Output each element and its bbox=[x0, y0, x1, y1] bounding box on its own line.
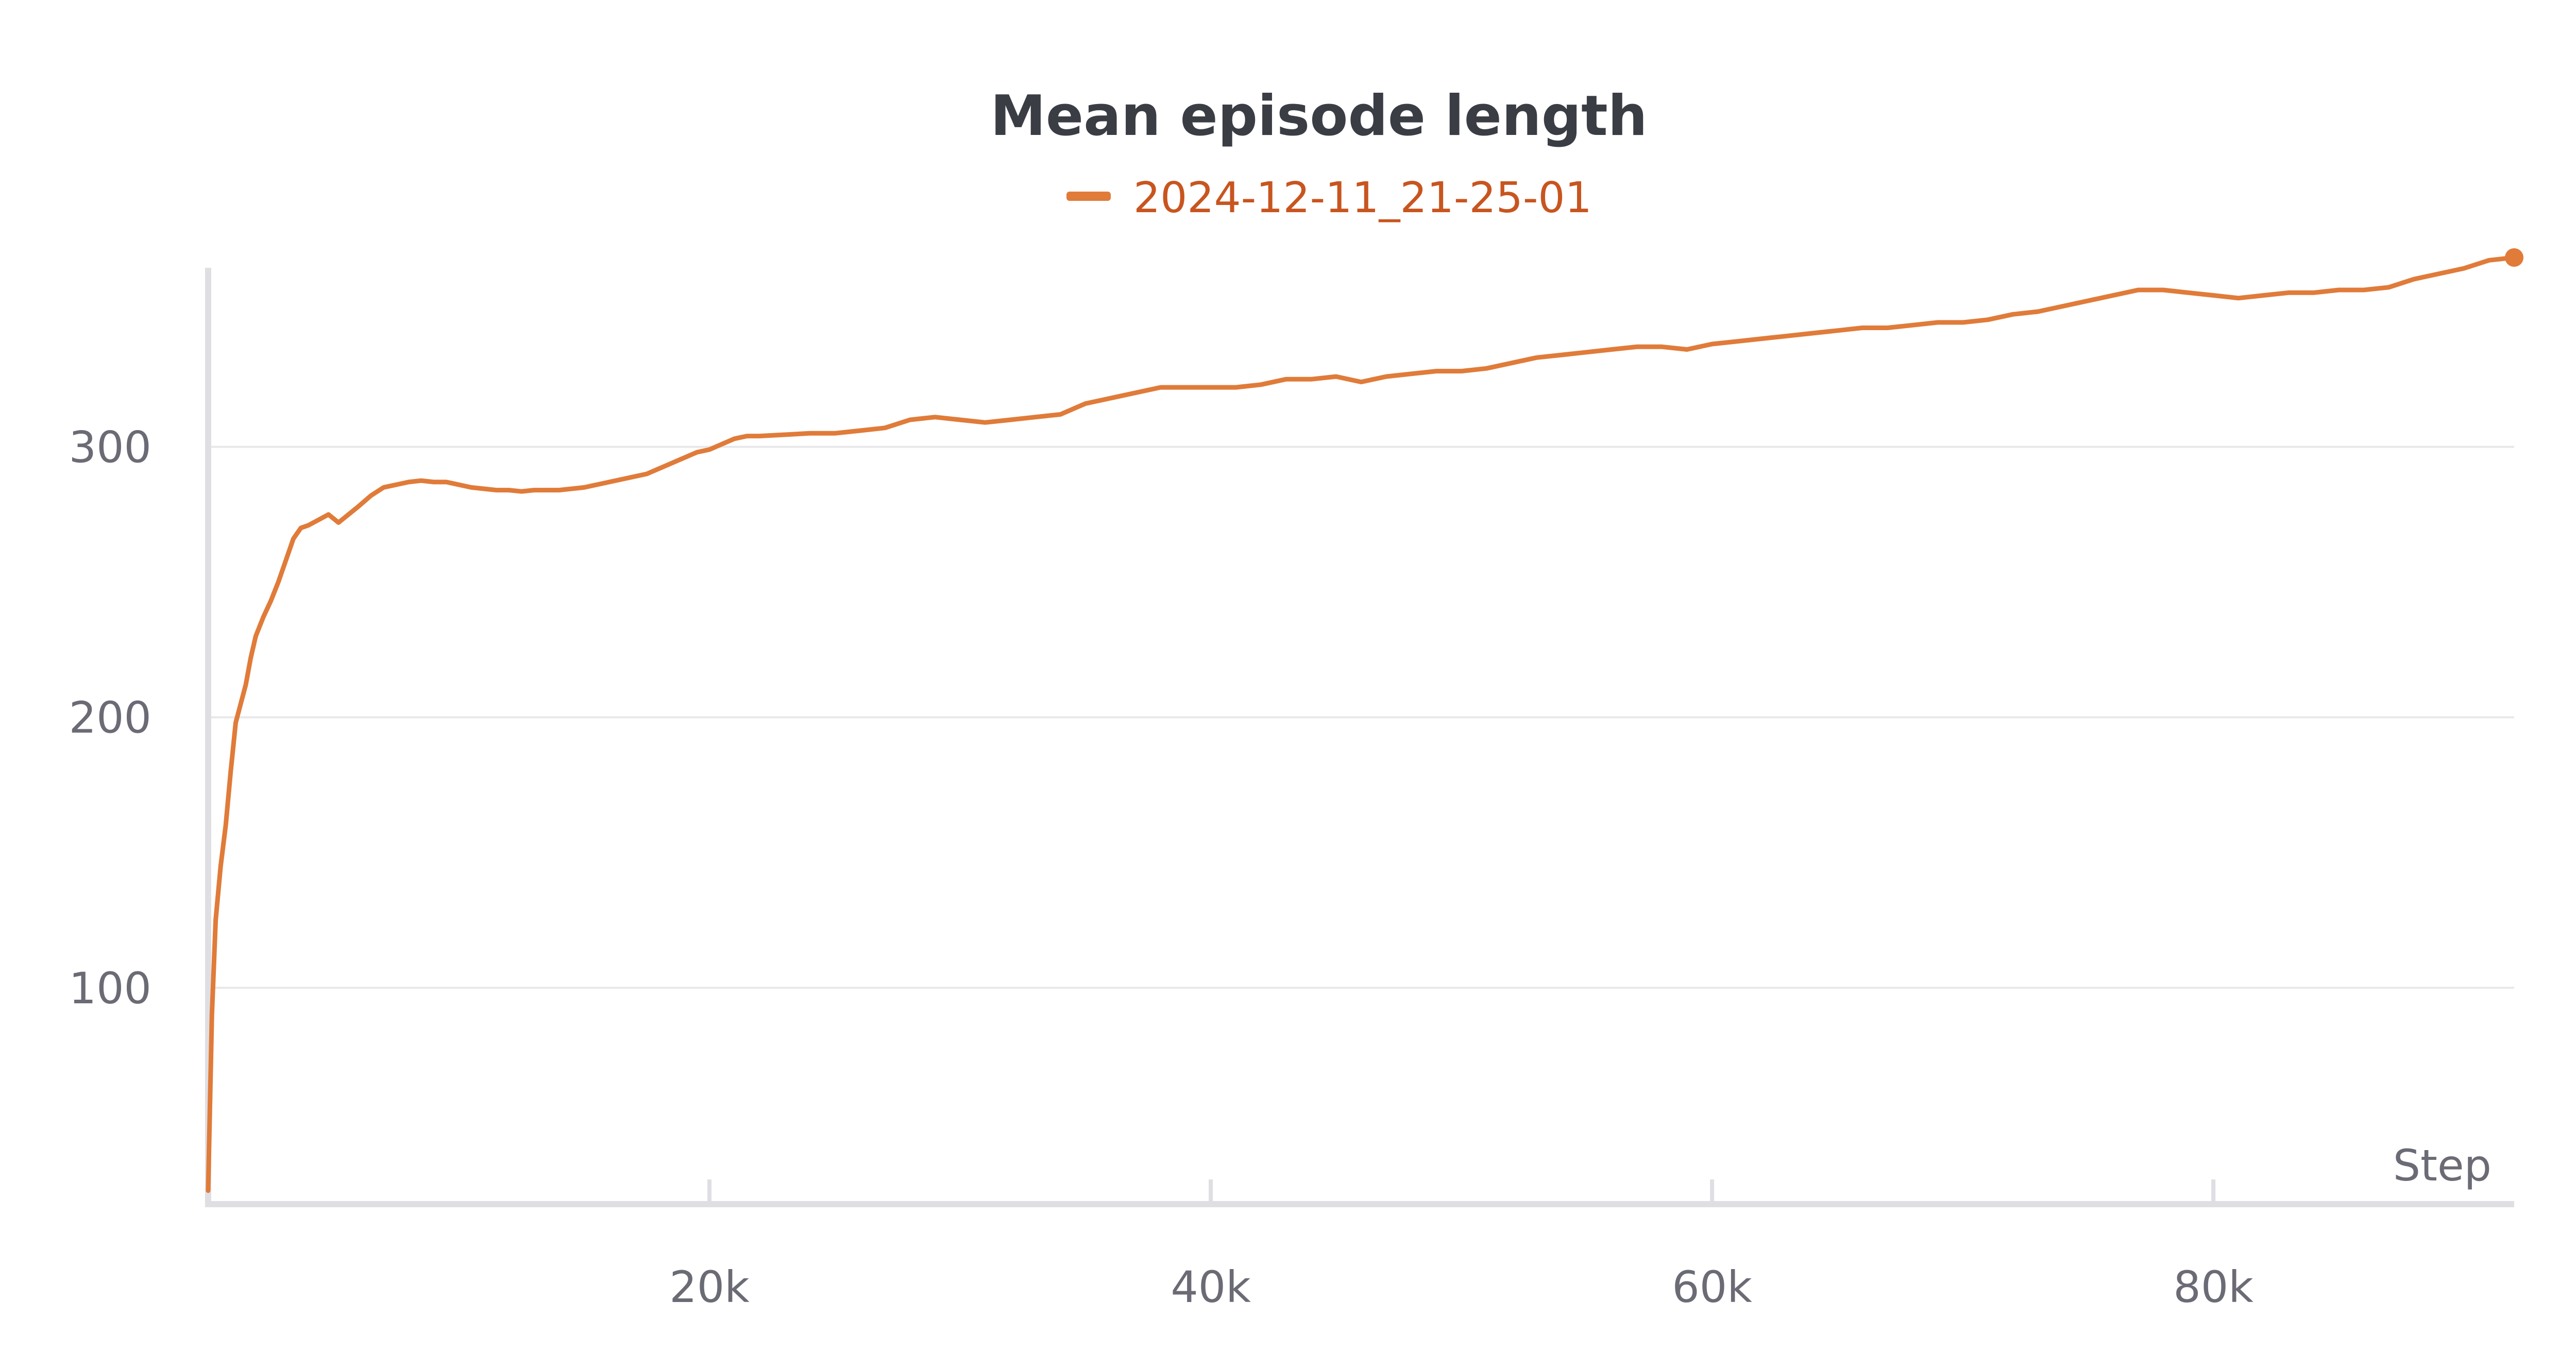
series-end-point-1[interactable] bbox=[2505, 248, 2523, 267]
x-tick-label: 80k bbox=[2173, 1262, 2253, 1312]
x-tick-label: 40k bbox=[1171, 1262, 1251, 1312]
tick-labels: 100 200 300 20k 40k 60k 80k bbox=[69, 422, 2254, 1312]
x-axis-label: Step bbox=[2393, 1140, 2492, 1191]
y-tick-label: 300 bbox=[69, 422, 151, 473]
legend-swatch-series-1 bbox=[1066, 192, 1111, 201]
gridlines bbox=[208, 446, 2514, 989]
chart-title: Mean episode length bbox=[990, 84, 1647, 148]
series-line-1[interactable] bbox=[206, 255, 2517, 1193]
legend-label-series-1: 2024-12-11_21-25-01 bbox=[1133, 174, 1592, 222]
legend[interactable]: 2024-12-11_21-25-01 bbox=[1066, 174, 1592, 222]
y-tick-label: 100 bbox=[69, 963, 151, 1014]
axes bbox=[205, 268, 2514, 1207]
series-lines bbox=[206, 248, 2523, 1193]
x-tick-label: 20k bbox=[669, 1262, 750, 1312]
x-tick-label: 60k bbox=[1672, 1262, 1752, 1312]
y-tick-label: 200 bbox=[69, 693, 151, 743]
